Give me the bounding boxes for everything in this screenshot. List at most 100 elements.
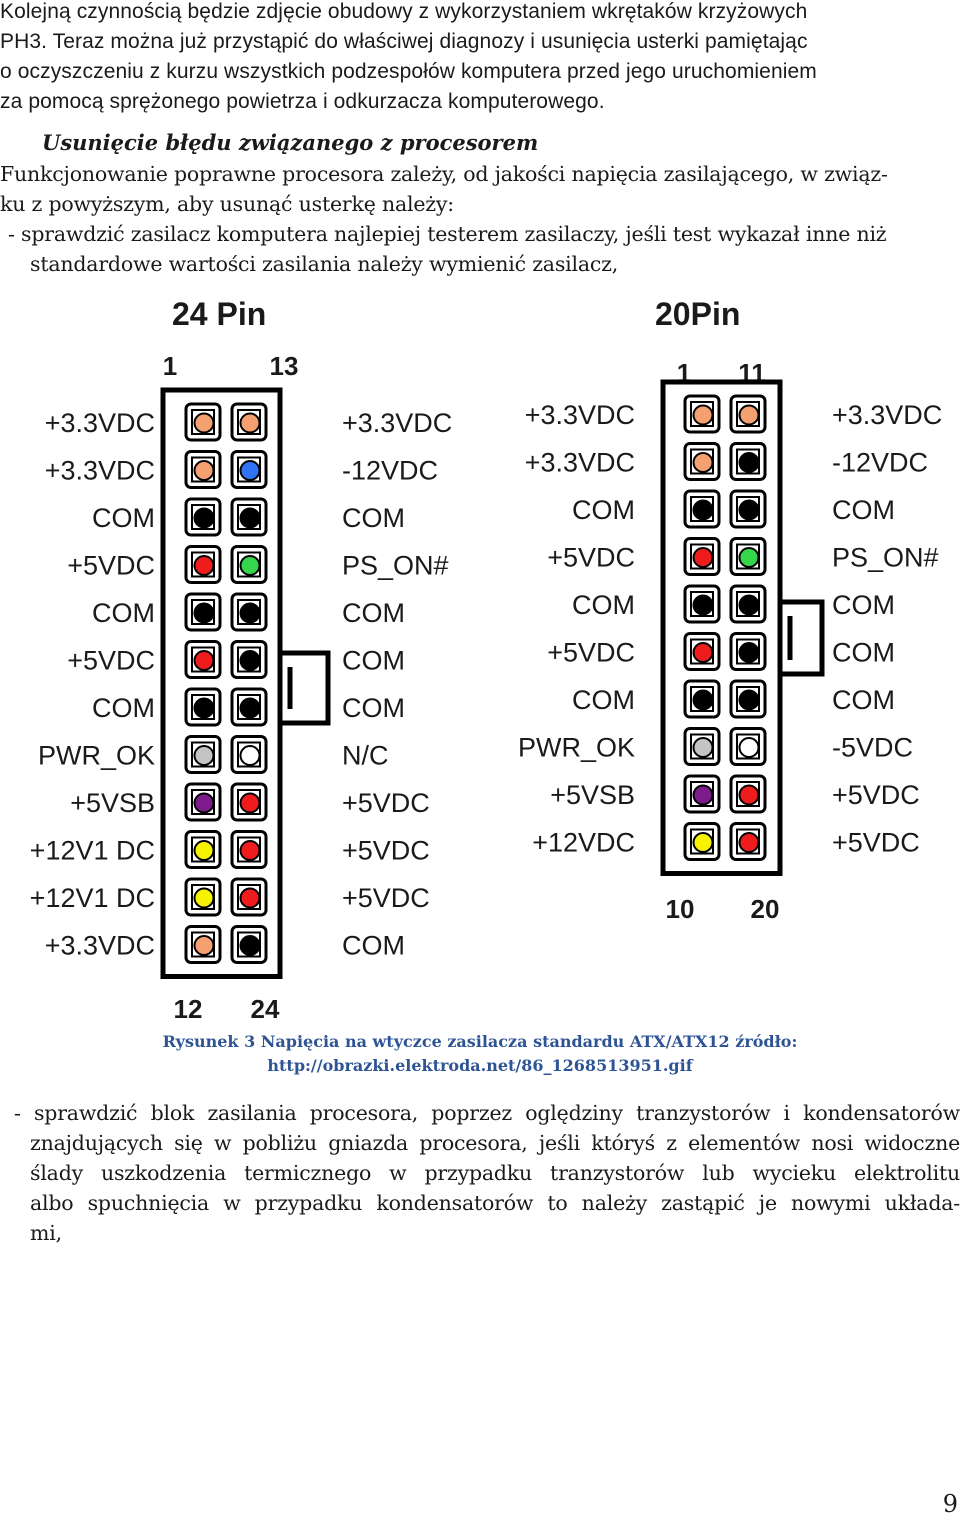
pin-label-right: +5VDC: [832, 780, 920, 810]
pin-wire-color: [692, 832, 714, 853]
pin-label-left: +5VDC: [67, 551, 155, 581]
pin-label-left: +3.3VDC: [45, 456, 155, 486]
pin-wire-color: [692, 594, 714, 616]
pin-label-left: +3.3VDC: [525, 448, 635, 478]
pin-number-bottom: 12: [174, 994, 203, 1024]
pin-wire-color: [239, 460, 261, 481]
pin-number-top: 13: [270, 351, 299, 381]
page-number: 9: [942, 1490, 958, 1518]
pin-wire-color: [193, 840, 215, 861]
pin-wire-color: [738, 404, 760, 426]
pin-wire-color: [738, 452, 760, 473]
pin-wire-color: [738, 594, 760, 616]
pin-wire-color: [239, 650, 261, 671]
pin-wire-color: [738, 784, 760, 806]
pin-label-left: COM: [572, 590, 635, 620]
connector-latch: [780, 599, 825, 677]
body-line: Funkcjonowanie poprawne procesora zależy…: [0, 162, 888, 186]
pin-wire-color: [193, 602, 215, 624]
intro-line: za pomocą sprężonego powietrza i odkurza…: [0, 90, 605, 113]
bullet-line: ślady uszkodzenia termicznego w przypadk…: [30, 1161, 960, 1185]
pin-wire-color: [239, 887, 261, 909]
bullet-line: - sprawdzić blok zasilania procesora, po…: [14, 1101, 960, 1125]
pin-wire-color: [193, 935, 215, 956]
bullet-line: standardowe wartości zasilania należy wy…: [30, 252, 619, 276]
pin-number-bottom: 10: [666, 894, 695, 924]
pin-label-right: COM: [342, 503, 405, 533]
pin-label-right: +5VDC: [342, 788, 430, 818]
pin-label-right: +5VDC: [342, 836, 430, 866]
pin-wire-color: [692, 404, 714, 426]
pin-wire-color: [193, 745, 215, 766]
pin-label-right: +3.3VDC: [832, 400, 942, 430]
pin-label-left: +3.3VDC: [45, 408, 155, 438]
pin-wire-color: [692, 499, 714, 521]
bullet-line: albo spuchnięcia w przypadku kondensator…: [30, 1191, 960, 1215]
pin-wire-color: [738, 832, 760, 853]
pin-label-left: +12V1 DC: [30, 883, 155, 913]
pin-wire-color: [193, 412, 215, 434]
pin-label-left: COM: [572, 495, 635, 525]
caption-line: Rysunek 3 Napięcia na wtyczce zasilacza …: [162, 1032, 798, 1051]
pin-label-left: +5VDC: [547, 543, 635, 573]
pin-wire-color: [193, 460, 215, 481]
connector-title: 24 Pin: [172, 296, 266, 332]
pin-label-left: COM: [572, 685, 635, 715]
pin-wire-color: [193, 555, 215, 576]
pin-label-right: COM: [832, 685, 895, 715]
body-paragraph: Funkcjonowanie poprawne procesora zależy…: [0, 159, 960, 219]
bullet-line: - sprawdzić zasilacz komputera najlepiej…: [8, 222, 887, 246]
pin-label-right: -5VDC: [832, 733, 913, 763]
pin-wire-color: [193, 507, 215, 529]
pin-wire-color: [239, 840, 261, 861]
pin-label-right: COM: [342, 693, 405, 723]
pin-wire-color: [239, 412, 261, 434]
pin-label-left: +3.3VDC: [45, 931, 155, 961]
pin-wire-color: [738, 499, 760, 521]
pin-wire-color: [692, 737, 714, 758]
pin-label-right: COM: [832, 590, 895, 620]
section-heading: Usunięcie błędu związanego z procesorem: [42, 130, 539, 155]
pin-label-right: COM: [832, 638, 895, 668]
pin-wire-color: [239, 602, 261, 624]
pin-label-right: -12VDC: [832, 448, 928, 478]
bullet-line: znajdujących się w pobliżu gniazda proce…: [30, 1131, 960, 1155]
pin-label-right: PS_ON#: [832, 543, 939, 573]
pin-label-left: +12VDC: [532, 828, 635, 858]
pin-label-left: COM: [92, 693, 155, 723]
pin-number-bottom: 20: [751, 894, 780, 924]
caption-source-link[interactable]: http://obrazki.elektroda.net/86_12685139…: [267, 1056, 693, 1075]
pin-wire-color: [692, 689, 714, 711]
pin-label-left: +5VSB: [550, 780, 635, 810]
pin-label-right: N/C: [342, 741, 389, 771]
pin-label-right: COM: [342, 598, 405, 628]
bullet-psu-check: - sprawdzić zasilacz komputera najlepiej…: [0, 219, 960, 279]
pin-wire-color: [239, 555, 261, 576]
pin-wire-color: [239, 745, 261, 766]
pin-wire-color: [738, 737, 760, 758]
pin-wire-color: [239, 935, 261, 956]
pin-number-bottom: 24: [251, 994, 280, 1024]
pin-label-left: +12V1 DC: [30, 836, 155, 866]
pin-wire-color: [193, 697, 215, 719]
pin-label-left: PWR_OK: [518, 733, 635, 763]
pin-label-right: COM: [832, 495, 895, 525]
pin-label-right: PS_ON#: [342, 551, 449, 581]
pin-wire-color: [193, 650, 215, 671]
pin-label-right: +5VDC: [342, 883, 430, 913]
pin-label-left: +5VSB: [70, 788, 155, 818]
connector-title: 20Pin: [655, 296, 740, 332]
pin-wire-color: [239, 507, 261, 529]
pin-wire-color: [692, 452, 714, 473]
pin-label-right: +5VDC: [832, 828, 920, 858]
connector-latch: [280, 650, 331, 726]
pin-wire-color: [738, 642, 760, 663]
pin-label-left: PWR_OK: [38, 741, 155, 771]
pin-label-right: +3.3VDC: [342, 408, 452, 438]
intro-paragraph: Kolejną czynnością będzie zdjęcie obudow…: [0, 0, 960, 117]
pin-label-left: COM: [92, 598, 155, 628]
intro-line: o oczyszczeniu z kurzu wszystkich podzes…: [0, 60, 817, 83]
figure-caption: Rysunek 3 Napięcia na wtyczce zasilacza …: [0, 1030, 960, 1078]
atx-connector-diagram: 24 Pin 1 13 +3.3VDC +3.3VDC +3.3VDC -12VDC COM C…: [30, 296, 943, 1024]
